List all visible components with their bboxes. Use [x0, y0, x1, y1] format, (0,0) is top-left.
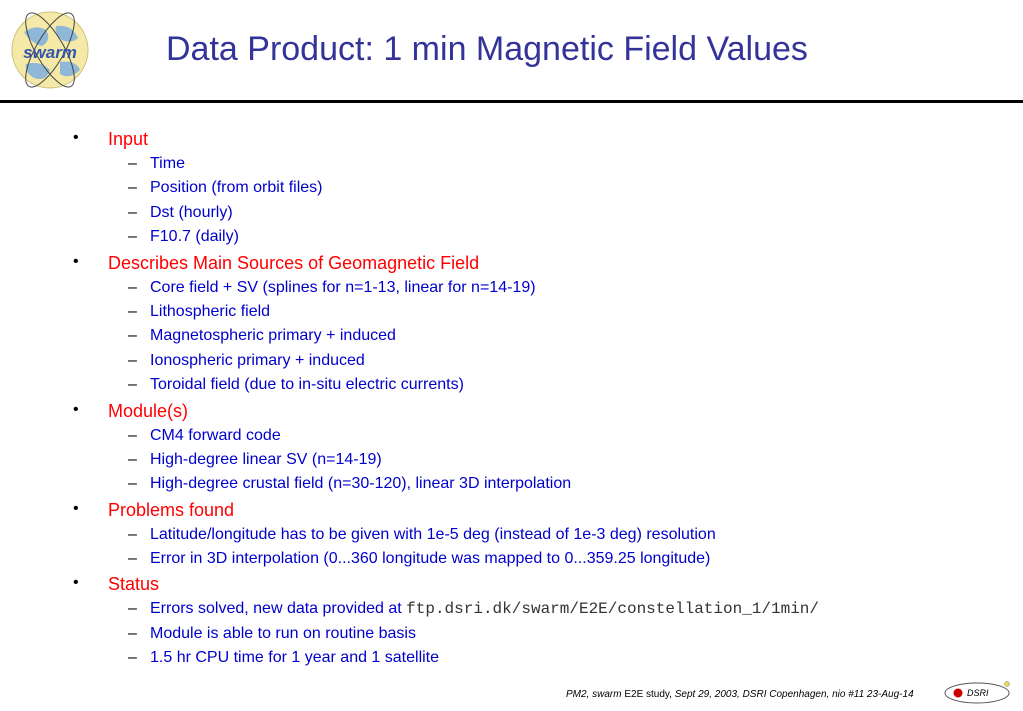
footer-part3: Sept 29, 2003, DSRI Copenhagen, nio #11 …: [674, 689, 914, 700]
list-item: – Position (from orbit files): [0, 177, 1023, 201]
footer: PM2, swarm E2E study, Sept 29, 2003, DSR…: [566, 689, 914, 700]
list-item-label: Errors solved, new data provided at: [150, 600, 407, 618]
section-heading-text: Module(s): [108, 400, 189, 421]
dash-icon: –: [128, 203, 137, 221]
dsri-label: DSRI: [967, 688, 989, 698]
section-heading-text: Input: [108, 129, 149, 149]
dash-icon: –: [128, 228, 137, 246]
dash-icon: –: [128, 550, 137, 568]
bullet-icon: •: [73, 400, 79, 418]
list-item-label: Ionospheric primary + induced: [150, 351, 365, 369]
list-item-text: High-degree linear SV (n=14-19): [150, 451, 382, 469]
list-item: – Latitude/longitude has to be given with…: [0, 524, 1023, 548]
list-item: – F10.7 (daily): [0, 226, 1023, 250]
dash-icon: –: [128, 450, 137, 468]
section-heading: • Input: [0, 127, 1023, 153]
list-item: – Error in 3D interpolation (0...360 long…: [0, 548, 1023, 572]
list-item: – Module is able to run on routine basis: [0, 623, 1023, 647]
dash-icon: –: [128, 327, 137, 345]
dsri-badge: DSRI: [943, 680, 1015, 706]
list-item-text: Ionospheric primary + induced: [150, 352, 365, 370]
list-item-text: CM4 forward code: [150, 427, 281, 445]
list-item: –1.5 hr CPU time for 1 year and 1 satell…: [0, 647, 1023, 671]
ftp-link[interactable]: ftp.dsri.dk/swarm/E2E/constellation_1/1m…: [406, 600, 820, 619]
page-title: Data Product: 1 min Magnetic Field Value…: [166, 30, 808, 68]
dash-icon: –: [128, 600, 137, 618]
bullet-icon: •: [73, 574, 79, 592]
list-item: – Toroidal field (due to in-situ electric…: [0, 374, 1023, 398]
section-heading-text: Status: [108, 574, 160, 595]
list-item-text: Core field + SV (splines for n=1-13, lin…: [150, 279, 536, 297]
section-heading: • Module(s): [0, 399, 1023, 425]
list-item: – Core field + SV (splines for n=1-13, li…: [0, 277, 1023, 301]
list-item-label: High-degree linear SV (n=14-19): [150, 450, 382, 468]
list-item-label: Core field + SV (splines for n=1-13, lin…: [150, 278, 536, 296]
dash-icon: –: [128, 302, 137, 320]
list-item-label: CM4 forward code: [150, 426, 281, 444]
list-item-label: Error in 3D interpolation (0...360 longi…: [150, 550, 711, 568]
section-heading-text: Describes Main Sources of Geomagnetic Fi…: [108, 252, 480, 273]
dash-icon: –: [128, 426, 137, 444]
dash-icon: –: [128, 376, 137, 394]
section-heading-text: Problems found: [108, 499, 235, 520]
list-item-text: Magnetospheric primary + induced: [150, 327, 396, 345]
list-item: – Time: [0, 153, 1023, 177]
section-heading: • Describes Main Sources of Geomagnetic F…: [0, 251, 1023, 277]
list-item-text: Time: [150, 155, 185, 173]
dash-icon: –: [128, 525, 137, 543]
dsri-dot-icon: [953, 688, 963, 698]
list-item-text: Dst (hourly): [150, 204, 233, 222]
list-item-label: Dst (hourly): [150, 203, 233, 221]
list-item-text: Errors solved, new data provided at ftp.…: [150, 600, 819, 618]
bullet-icon: •: [73, 129, 79, 146]
list-item-label: Lithospheric field: [150, 302, 271, 320]
list-item-label: Latitude/longitude has to be given with …: [150, 525, 716, 543]
list-item-text: High-degree crustal field (n=30-120), li…: [150, 475, 571, 493]
dash-icon: –: [128, 155, 137, 172]
bullet-icon: •: [73, 499, 79, 517]
list-item-text: F10.7 (daily): [150, 228, 239, 246]
list-item-label: Module is able to run on routine basis: [150, 624, 416, 642]
logo-text: swarm: [23, 43, 77, 62]
dash-icon: –: [128, 179, 137, 197]
list-item-label: Magnetospheric primary + induced: [150, 327, 396, 345]
list-item-text: Error in 3D interpolation (0...360 longi…: [150, 550, 710, 568]
list-item-label: Position (from orbit files): [150, 179, 323, 197]
list-item-text: Latitude/longitude has to be given with …: [150, 526, 716, 544]
title-divider: [0, 100, 1023, 103]
list-item-text: 1.5 hr CPU time for 1 year and 1 satelli…: [150, 649, 439, 667]
list-item-label: F10.7 (daily): [150, 228, 239, 246]
bullet-icon: •: [73, 252, 79, 270]
list-item: – CM4 forward code: [0, 425, 1023, 449]
dash-icon: –: [128, 649, 137, 667]
footer-part2: E2E study,: [621, 689, 675, 700]
dash-icon: –: [128, 475, 137, 493]
list-item: – Magnetospheric primary + induced: [0, 325, 1023, 349]
bullet-list: • Input – Time – Position (from orbit files) –…: [0, 127, 1023, 672]
list-item: – Dst (hourly): [0, 202, 1023, 226]
list-item-text: Module is able to run on routine basis: [150, 625, 416, 643]
list-item: – High-degree crustal field (n=30-120), l…: [0, 473, 1023, 497]
list-item-label: Toroidal field (due to in-situ electric …: [150, 376, 464, 394]
list-item: – Ionospheric primary + induced: [0, 350, 1023, 374]
section-heading: • Problems found: [0, 498, 1023, 524]
dash-icon: –: [128, 351, 137, 369]
list-item: – Lithospheric field: [0, 301, 1023, 325]
footer-part1: PM2, swarm: [566, 689, 622, 700]
list-item-label: Time: [150, 155, 185, 172]
list-item-label: High-degree crustal field (n=30-120), li…: [150, 475, 572, 493]
dash-icon: –: [128, 624, 137, 642]
list-item-text: Toroidal field (due to in-situ electric …: [150, 376, 464, 394]
section-heading: • Status: [0, 572, 1023, 598]
list-item-text: Lithospheric field: [150, 303, 270, 321]
swarm-logo: swarm: [6, 4, 94, 96]
dash-icon: –: [128, 278, 137, 296]
list-item-label: 1.5 hr CPU time for 1 year and 1 satelli…: [150, 649, 440, 667]
list-item: – High-degree linear SV (n=14-19): [0, 449, 1023, 473]
list-item: – Errors solved, new data provided at ftp…: [0, 598, 1023, 622]
list-item-text: Position (from orbit files): [150, 179, 323, 197]
